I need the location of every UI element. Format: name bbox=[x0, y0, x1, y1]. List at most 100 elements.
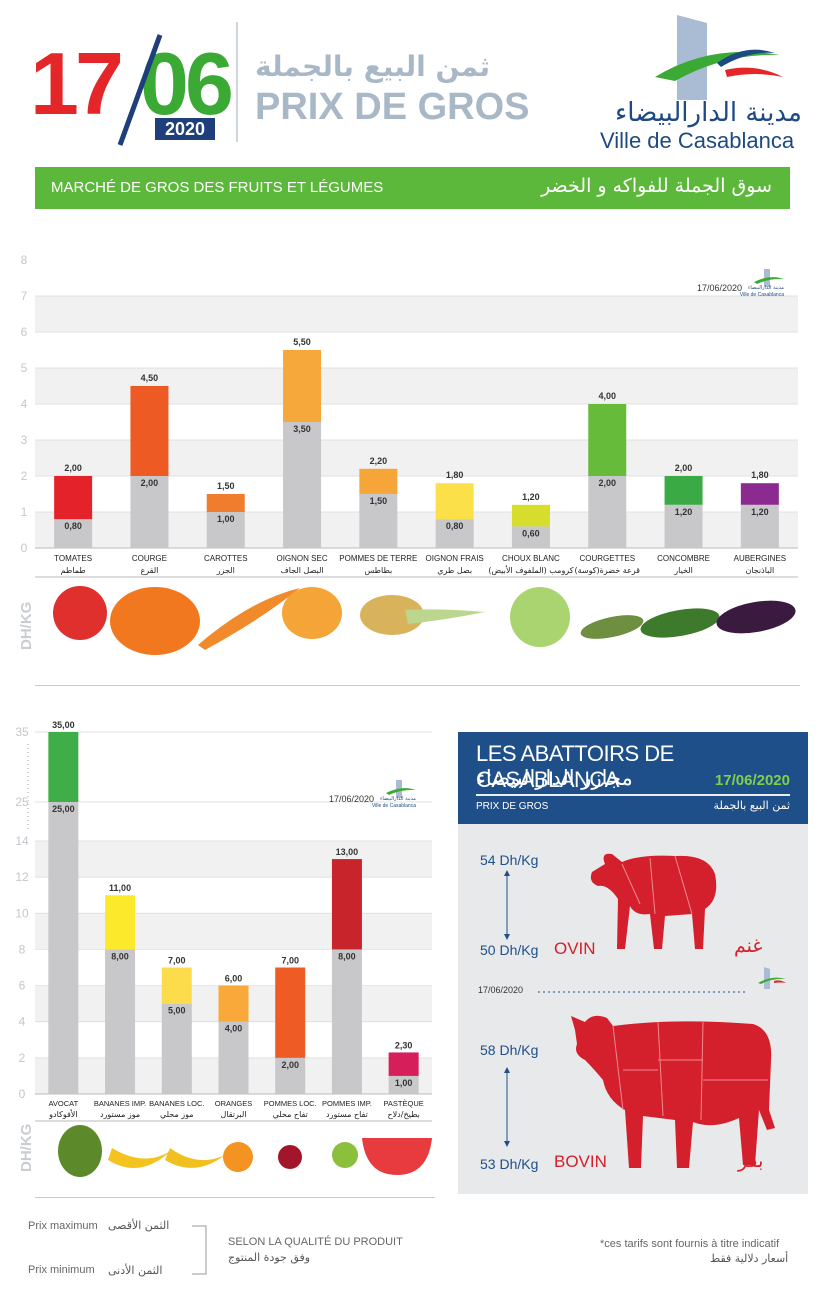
chart2-label-min: 2,00 bbox=[281, 1060, 299, 1070]
ovin-range-arrow-icon bbox=[504, 870, 510, 940]
chart1-label-max: 1,80 bbox=[751, 470, 769, 480]
chart1-bar-max bbox=[206, 494, 245, 512]
chart1-label-min: 2,00 bbox=[598, 478, 616, 488]
chart2-label-max: 6,00 bbox=[225, 974, 243, 984]
chart2-category-fr: BANANES LOC. bbox=[149, 1099, 204, 1108]
carrot-icon bbox=[198, 588, 300, 650]
chart2-ytick-label: 25 bbox=[15, 795, 29, 809]
legend-max-ar: الثمن الأقصى bbox=[108, 1219, 170, 1232]
banana-imp-icon bbox=[108, 1148, 172, 1168]
dotted-divider bbox=[538, 991, 748, 993]
chart1-category-fr: POMMES DE TERRE bbox=[339, 554, 417, 563]
chart1-ytick-label: 2 bbox=[21, 469, 28, 483]
cucumber-icon bbox=[640, 608, 720, 638]
chart1-category-ar: الجزر bbox=[216, 566, 235, 575]
chart1-label-max: 5,50 bbox=[293, 337, 311, 347]
chart2-category-ar: موز مستورد bbox=[100, 1110, 140, 1119]
chart1-ytick-label: 6 bbox=[21, 325, 28, 339]
chart1-label-max: 2,20 bbox=[370, 456, 388, 466]
chart1-label-min: 0,80 bbox=[64, 521, 82, 531]
market-banner-ar: سوق الجملة للفواكه و الخضر bbox=[541, 175, 772, 197]
chart1-category-fr: TOMATES bbox=[54, 554, 92, 563]
ovin-min-price: 50 Dh/Kg bbox=[480, 942, 539, 958]
section-separator-bottom bbox=[35, 1197, 435, 1198]
chart2-bar-min bbox=[275, 1057, 306, 1094]
abattoirs-rule bbox=[476, 794, 790, 796]
chart1-label-max: 4,00 bbox=[598, 391, 616, 401]
chart2-ytick-label: 0 bbox=[19, 1087, 26, 1101]
chart2-bar-max bbox=[331, 859, 362, 950]
chart1-bar-max bbox=[359, 468, 398, 494]
bovin-max-price: 58 Dh/Kg bbox=[480, 1042, 539, 1058]
banana-loc-icon bbox=[165, 1148, 225, 1168]
chart1-stamp-city-fr: Ville de Casablanca bbox=[740, 292, 784, 298]
orange-icon bbox=[223, 1142, 253, 1172]
chart2-label-min: 5,00 bbox=[168, 1006, 186, 1016]
chart2-category-ar: بطيخ/دلاح bbox=[387, 1110, 419, 1119]
chart1-label-min: 0,60 bbox=[522, 528, 540, 538]
chart1-category-fr: COURGETTES bbox=[579, 554, 635, 563]
chart2-ytick-label: 14 bbox=[15, 834, 29, 848]
legend-min-fr: Prix minimum bbox=[28, 1264, 95, 1276]
abattoirs-date: 17/06/2020 bbox=[714, 772, 790, 789]
chart2-label-max: 7,00 bbox=[281, 956, 299, 966]
watermelon-icon bbox=[362, 1138, 432, 1175]
legend-bracket bbox=[192, 1225, 207, 1275]
chart2-label-max: 11,00 bbox=[109, 883, 131, 893]
potato-icon bbox=[360, 595, 424, 635]
chart2-category-ar: البرتقال bbox=[220, 1110, 246, 1119]
chart2-label-min: 8,00 bbox=[338, 951, 356, 961]
chart1-label-max: 1,80 bbox=[446, 470, 464, 480]
chart2-stamp-date: 17/06/2020 bbox=[329, 794, 374, 804]
chart1-category-ar: الخيار bbox=[673, 566, 693, 575]
abattoirs-sub-ar: ثمن البيع بالجملة bbox=[713, 799, 790, 812]
cow-icon bbox=[571, 1015, 775, 1168]
chart1-label-max: 2,00 bbox=[64, 463, 82, 473]
bovin-min-price: 53 Dh/Kg bbox=[480, 1156, 539, 1172]
chart2-grid-band bbox=[35, 841, 432, 878]
chart2-category-fr: POMMES LOC. bbox=[264, 1099, 317, 1108]
header-title-fr: PRIX DE GROS bbox=[255, 86, 530, 128]
chart1-bar-min bbox=[588, 476, 627, 548]
chart1-category-ar: بصل طري bbox=[437, 566, 472, 575]
chart1-label-min: 1,20 bbox=[675, 507, 693, 517]
pumpkin-icon bbox=[110, 587, 200, 655]
chart1-label-min: 3,50 bbox=[293, 424, 311, 434]
apple-imp-icon bbox=[332, 1142, 358, 1168]
chart1-bar-max bbox=[511, 504, 550, 527]
fresh-onion-icon bbox=[405, 609, 485, 624]
chart1-label-min: 0,80 bbox=[446, 521, 464, 531]
chart2-bar-max bbox=[161, 967, 192, 1004]
chart1-category-fr: CHOUX BLANC bbox=[502, 554, 560, 563]
chart2-label-min: 4,00 bbox=[225, 1024, 243, 1034]
chart2-bar-min bbox=[161, 1003, 192, 1094]
chart2-bar-min bbox=[388, 1075, 419, 1094]
chart1-category-fr: OIGNON FRAIS bbox=[426, 554, 484, 563]
chart2-category-ar: موز محلي bbox=[160, 1110, 194, 1119]
chart1-bar-max bbox=[588, 404, 627, 476]
chart2-category-fr: BANANES IMP. bbox=[94, 1099, 146, 1108]
chart1-bar-min bbox=[435, 519, 474, 548]
chart1-ytick-label: 0 bbox=[21, 541, 28, 555]
chart1-label-min: 1,00 bbox=[217, 514, 235, 524]
chart1-bar-min bbox=[740, 504, 779, 548]
chart1-bar-max bbox=[435, 483, 474, 520]
chart1-ytick-label: 8 bbox=[21, 253, 28, 267]
chart1-bar-min bbox=[664, 504, 703, 548]
sheep-icon bbox=[590, 853, 717, 949]
chart2-bar-max bbox=[105, 895, 136, 950]
apple-loc-icon bbox=[278, 1145, 302, 1169]
note-fr: *ces tarifs sont fournis à titre indicat… bbox=[600, 1238, 780, 1250]
chart1-label-max: 2,00 bbox=[675, 463, 693, 473]
header-title-ar: ثمن البيع بالجملة bbox=[255, 50, 490, 83]
note-ar: أسعار دلالية فقط bbox=[710, 1252, 789, 1265]
chart1-bar-max bbox=[664, 476, 703, 505]
chart2-label-max: 35,00 bbox=[52, 720, 75, 730]
chart1-bar-max bbox=[130, 386, 169, 476]
chart1-ytick-label: 3 bbox=[21, 433, 28, 447]
chart2-ytick-label: 12 bbox=[15, 870, 29, 884]
chart2-category-fr: AVOCAT bbox=[48, 1099, 78, 1108]
abattoirs-panel: LES ABATTOIRS DE CASABLANCA مجازر الدارا… bbox=[458, 732, 808, 1194]
abattoirs-sub-fr: PRIX DE GROS bbox=[476, 801, 549, 812]
